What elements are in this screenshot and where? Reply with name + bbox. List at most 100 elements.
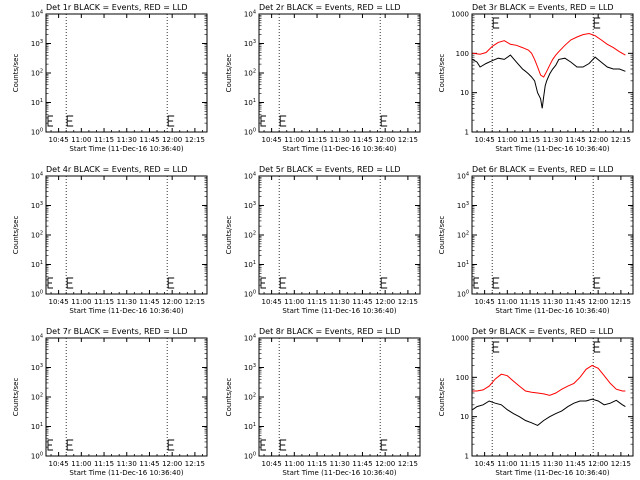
x-tick-label: 12:15 [185,298,205,306]
attenuator-marker-left [473,277,479,289]
x-tick-label: 10:45 [262,460,282,468]
x-tick-label: 11:45 [139,136,159,144]
x-axis-label: Start Time (11-Dec-16 10:36:40) [282,145,396,153]
y-tick-label: 103 [31,39,43,48]
x-axis-label: Start Time (11-Dec-16 10:36:40) [69,145,183,153]
plot-frame [471,13,634,133]
x-tick-label: 11:30 [117,298,137,306]
attenuator-marker-2 [167,439,175,451]
x-tick-label: 12:15 [398,460,418,468]
y-tick-label: 100 [31,452,43,461]
y-tick-label: 100 [244,128,256,137]
x-tick-label: 11:30 [330,136,350,144]
y-tick-label: 103 [31,363,43,372]
y-tick-label: 100 [456,50,469,58]
x-tick-label: 11:30 [117,460,137,468]
plot-frame [258,175,421,295]
y-tick-label: 101 [31,260,43,269]
x-tick-label: 12:15 [185,136,205,144]
events-series-line [472,54,626,109]
attenuator-marker-2 [380,439,388,451]
x-tick-label: 10:45 [49,136,69,144]
attenuator-marker-1 [66,115,74,127]
x-tick-label: 11:00 [497,298,517,306]
x-tick-label: 11:15 [307,460,327,468]
x-tick-label: 11:15 [520,460,540,468]
y-tick-label: 104 [244,172,256,181]
x-tick-label: 11:30 [543,298,563,306]
plot-frame [258,13,421,133]
x-tick-label: 12:15 [398,136,418,144]
x-axis-label: Start Time (11-Dec-16 10:36:40) [495,145,609,153]
x-tick-label: 12:15 [398,298,418,306]
y-tick-label: 104 [457,172,469,181]
attenuator-marker-left [260,439,266,451]
y-tick-label: 101 [31,422,43,431]
attenuator-marker-1 [66,277,74,289]
y-tick-label: 10 [460,413,469,421]
x-tick-label: 11:15 [307,298,327,306]
y-axis-label: Counts/sec [438,216,446,255]
chart-title: Det 8r BLACK = Events, RED = LLD [259,327,401,336]
x-tick-label: 12:00 [588,136,608,144]
y-axis-label: Counts/sec [225,378,233,417]
y-tick-label: 100 [31,128,43,137]
y-tick-label: 104 [31,172,43,181]
y-tick-label: 103 [244,201,256,210]
y-tick-label: 104 [31,334,43,343]
x-tick-label: 11:45 [565,460,585,468]
y-axis-label: Counts/sec [12,378,20,417]
x-tick-label: 11:00 [284,136,304,144]
attenuator-marker-2 [380,277,388,289]
y-tick-label: 103 [31,201,43,210]
y-tick-label: 1 [465,453,469,461]
chart-title: Det 2r BLACK = Events, RED = LLD [259,3,401,12]
attenuator-marker-left [47,115,53,127]
plot-frame [471,175,634,295]
x-tick-label: 12:15 [185,460,205,468]
x-tick-label: 11:30 [543,136,563,144]
x-tick-label: 10:45 [475,298,495,306]
y-tick-label: 101 [244,422,256,431]
chart-title: Det 5r BLACK = Events, RED = LLD [259,165,401,174]
x-tick-label: 11:45 [139,298,159,306]
attenuator-marker-2 [167,277,175,289]
y-tick-label: 100 [244,290,256,299]
x-tick-label: 10:45 [475,136,495,144]
x-tick-label: 11:00 [71,136,91,144]
y-tick-label: 103 [244,39,256,48]
y-tick-label: 102 [31,231,43,240]
chart-title: Det 7r BLACK = Events, RED = LLD [46,327,188,336]
y-tick-label: 100 [244,452,256,461]
x-tick-label: 12:00 [375,460,395,468]
attenuator-marker-left [47,277,53,289]
chart-title: Det 9r BLACK = Events, RED = LLD [472,327,614,336]
x-tick-label: 12:00 [588,298,608,306]
x-tick-label: 12:00 [162,460,182,468]
plot-frame [45,175,208,295]
x-tick-label: 12:00 [162,298,182,306]
plot-frame [45,13,208,133]
x-tick-label: 11:45 [139,460,159,468]
y-tick-label: 1000 [451,11,469,19]
x-tick-label: 11:45 [352,298,372,306]
attenuator-marker-2 [167,115,175,127]
x-tick-label: 12:15 [611,136,631,144]
x-tick-label: 11:30 [330,460,350,468]
x-tick-label: 11:30 [543,460,563,468]
plot-frame [258,337,421,457]
lld-series-line [472,32,626,78]
y-tick-label: 1 [465,129,469,137]
x-axis-label: Start Time (11-Dec-16 10:36:40) [69,307,183,315]
x-tick-label: 11:45 [352,136,372,144]
y-tick-label: 103 [244,363,256,372]
y-tick-label: 101 [457,260,469,269]
attenuator-marker-1 [279,277,287,289]
chart-title: Det 6r BLACK = Events, RED = LLD [472,165,614,174]
y-tick-label: 1000 [451,335,469,343]
y-axis-label: Counts/sec [438,378,446,417]
